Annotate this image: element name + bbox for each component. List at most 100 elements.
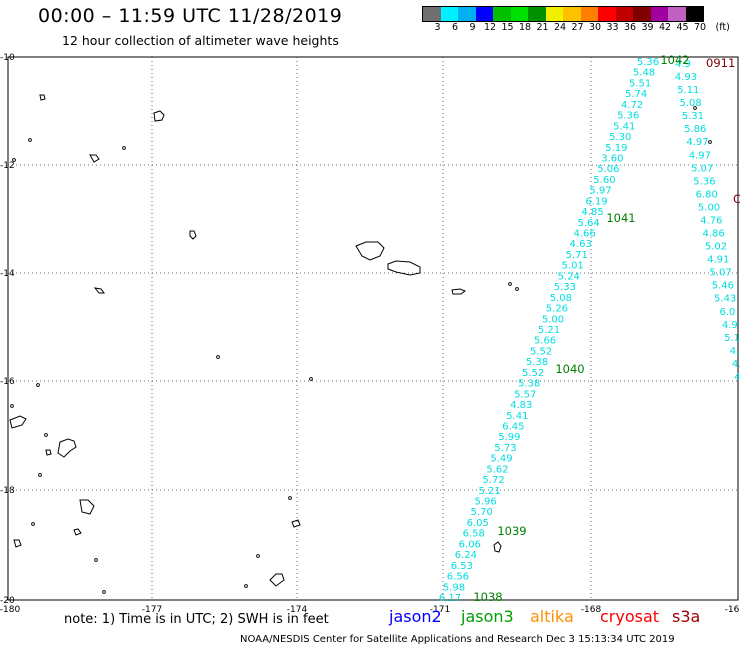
swh-value-label: 5.36: [693, 176, 715, 187]
colorbar-tick-label: 39: [641, 22, 654, 33]
island-outline: [189, 230, 197, 240]
orbit-number-label: 1042: [660, 53, 689, 67]
colorbar-tick-label: 12: [483, 22, 497, 33]
colorbar-tick-label: 15: [501, 22, 514, 33]
swh-value-label: 5.51: [629, 78, 651, 89]
island-outline: [89, 154, 100, 163]
legend-jason3: jason3: [461, 607, 514, 626]
orbit-number-label: 1038: [473, 590, 502, 604]
swh-value-label: 6.17: [439, 593, 461, 604]
islet: [10, 404, 14, 408]
swh-value-label: 5.21: [538, 325, 560, 336]
islet: [102, 590, 106, 594]
swh-value-label: 6.45: [502, 421, 524, 432]
colorbar-labels: (ft) 3 6 9 12 15 18 21 24 27 30 33 36 39 42 45 70: [422, 22, 737, 36]
swh-value-label: 4.97: [689, 150, 711, 161]
swh-value-label: 5.52: [522, 368, 544, 379]
swh-value-label: 5.43: [714, 294, 736, 305]
swh-value-label: 6.0: [720, 307, 736, 318]
islet: [216, 355, 220, 359]
swh-value-label: 5.41: [613, 121, 635, 132]
swh-value-label: 6.53: [451, 561, 473, 572]
swh-value-label: 5.70: [471, 507, 493, 518]
swh-value-label: 5.49: [490, 454, 512, 465]
swh-value-label: 5.62: [486, 464, 508, 475]
swh-value-label: 5.41: [506, 411, 528, 422]
swh-value-label: 5.86: [684, 124, 706, 135]
swh-value-label: 4.9: [722, 320, 738, 331]
islet: [309, 377, 313, 381]
swh-value-label: 5.30: [609, 132, 631, 143]
colorbar-swatch: [668, 7, 686, 21]
swh-value-label: 5.11: [677, 85, 699, 96]
swh-value-label: 5.97: [589, 186, 611, 197]
swh-value-label: 5.71: [566, 250, 588, 261]
island-outline: [451, 288, 467, 295]
swh-value-label: 4.72: [621, 100, 643, 111]
island-outline: [13, 539, 22, 548]
island-outline: [355, 241, 385, 261]
colorbar-swatch: [685, 7, 703, 21]
swh-value-label: 4.83: [510, 400, 532, 411]
lat-tick-label: -14: [0, 269, 15, 279]
lon-tick-label: -174: [287, 605, 308, 615]
colorbar-tick-label: 36: [623, 22, 637, 33]
swh-value-label: 5.72: [482, 475, 504, 486]
island-outline: [269, 573, 285, 587]
swh-value-label: 4.97: [686, 137, 708, 148]
island-outline: [493, 541, 502, 553]
colorbar-tick-label: 70: [693, 22, 707, 33]
swh-value-label: 5.21: [478, 486, 500, 497]
swh-value-label: 6.58: [463, 529, 485, 540]
islet: [122, 146, 126, 150]
colorbar-tick-label: 24: [553, 22, 567, 33]
swh-value-label: 5.19: [605, 143, 627, 154]
swh-value-label: 5.46: [712, 281, 734, 292]
colorbar-tick-label: 6: [451, 22, 459, 33]
islet: [28, 138, 32, 142]
swh-value-label: 5.07: [709, 268, 731, 279]
colorbar-swatch: [650, 7, 668, 21]
islet: [515, 287, 519, 291]
swh-value-label: 6.56: [447, 572, 469, 583]
lat-tick-label: -12: [0, 161, 15, 171]
lon-tick-label: -168: [581, 605, 602, 615]
islet: [708, 140, 712, 144]
swh-value-label: 4.: [730, 346, 740, 357]
lat-tick-label: -18: [0, 486, 15, 496]
swh-value-label: 4.76: [700, 215, 722, 226]
colorbar-tick-label: 18: [518, 22, 532, 33]
island-outline: [39, 94, 46, 101]
orbit-number-label: 1040: [555, 362, 584, 376]
swh-value-label: 5.64: [577, 218, 599, 229]
cryosat-orbit-label: 0911: [706, 56, 735, 70]
swh-value-label: 5.00: [698, 202, 720, 213]
swh-value-label: 4.9: [675, 59, 691, 70]
swh-value-label: 4.66: [574, 229, 596, 240]
lat-tick-label: -10: [0, 53, 15, 63]
colorbar-swatch: [475, 7, 493, 21]
swh-value-label: 5.60: [593, 175, 615, 186]
footer-credit: NOAA/NESDIS Center for Satellite Applica…: [240, 634, 675, 645]
page-title: 00:00 – 11:59 UTC 11/28/2019: [38, 5, 343, 27]
colorbar-tick-label: 21: [536, 22, 549, 33]
islet: [12, 158, 16, 162]
islet: [693, 106, 697, 110]
lat-tick-label: -20: [0, 596, 15, 606]
swh-value-label: 5.96: [475, 497, 497, 508]
legend-jason2: jason2: [389, 607, 442, 626]
swh-value-label: 4.85: [581, 207, 603, 218]
islet: [36, 383, 40, 387]
lon-tick-label: -171: [430, 605, 450, 615]
swh-value-label: 5.36: [637, 57, 659, 68]
swh-value-label: 5.06: [597, 164, 619, 175]
lon-tick-label: -177: [142, 605, 162, 615]
swh-value-label: 4.86: [703, 229, 725, 240]
lat-tick-label: -16: [0, 377, 15, 387]
islet: [44, 433, 48, 437]
colorbar-swatch: [633, 7, 651, 21]
island-outline: [153, 110, 165, 122]
swh-value-label: 6.05: [467, 518, 489, 529]
legend-altika: altika: [530, 607, 574, 626]
islet: [288, 496, 292, 500]
